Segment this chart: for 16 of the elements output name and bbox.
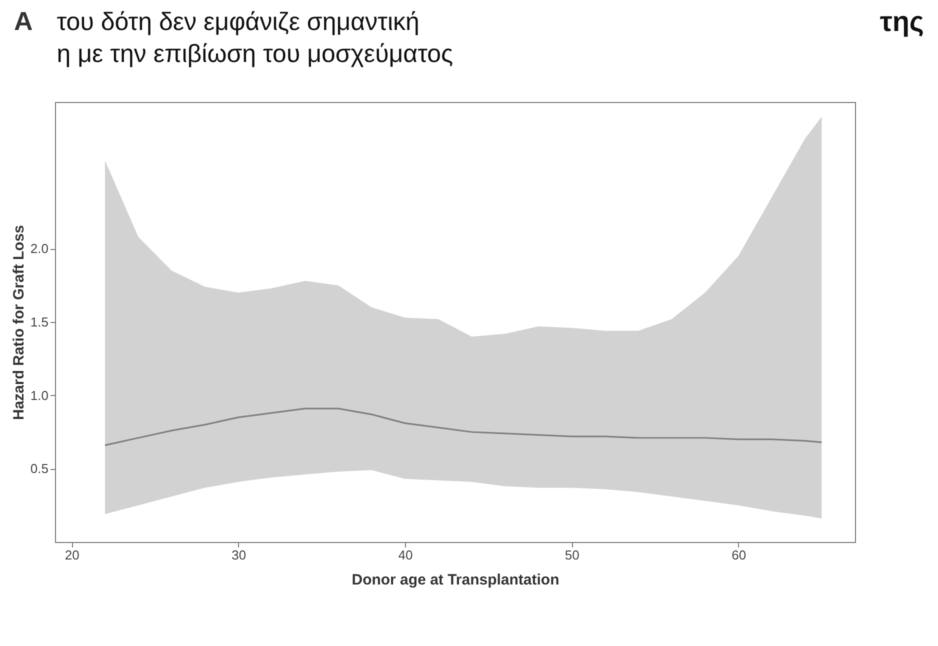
x-tick-label: 50 [564,548,580,562]
x-tick-label: 20 [64,548,80,562]
y-tick-label: 1.5 [30,314,48,330]
text: της [880,6,924,38]
y-tick-label: 0.5 [30,461,48,476]
y-tick-label: 1.0 [30,388,48,403]
y-axis-title: Hazard Ratio for Graft Loss [10,224,28,420]
x-axis-title: Donor age at Transplantation [352,572,560,588]
y-tick-label: 2.0 [30,241,48,256]
text: η με την επιβίωση του μοσχεύματος [56,39,454,70]
x-tick-label: 40 [398,548,413,562]
line-series [104,408,822,446]
text: του δότη δεν εμφάνιζε σημαντική [56,7,420,38]
chart-title: A [14,6,33,37]
x-tick-label: 30 [232,548,246,562]
x-tick-label: 60 [732,548,746,562]
